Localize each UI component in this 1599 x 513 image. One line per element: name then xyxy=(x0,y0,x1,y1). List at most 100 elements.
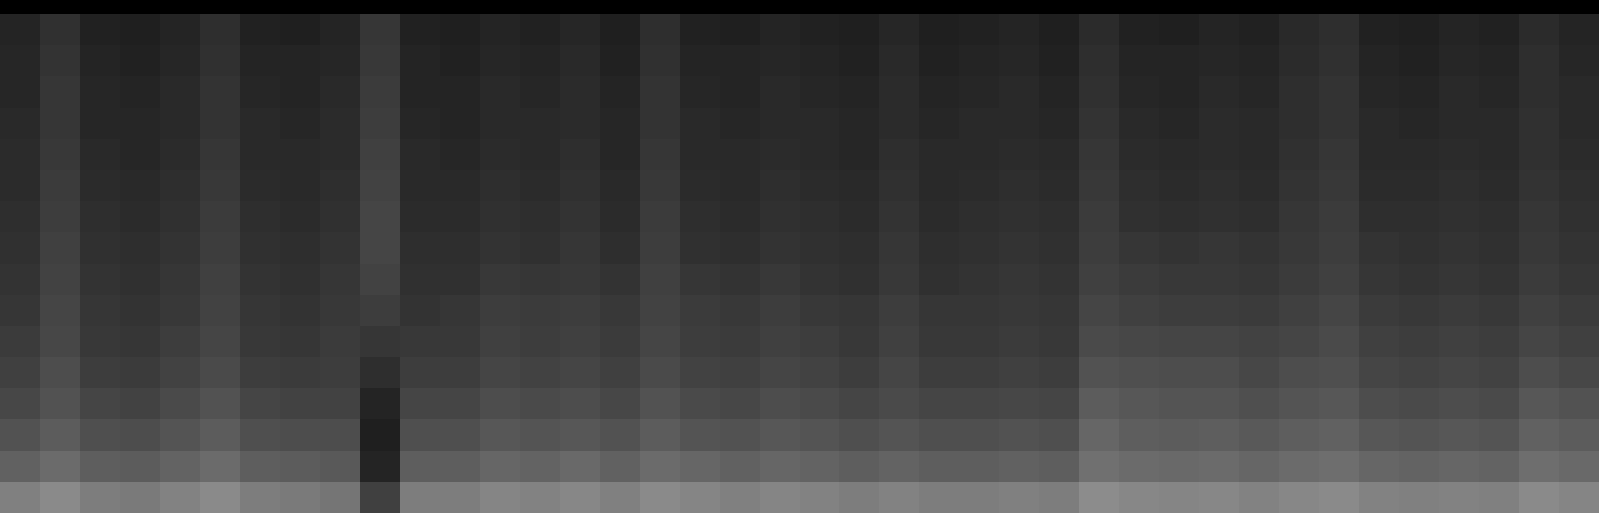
cell xyxy=(80,264,120,296)
cell xyxy=(200,295,240,327)
cell xyxy=(200,232,240,264)
cell xyxy=(1439,139,1479,171)
cell xyxy=(919,139,959,171)
cell xyxy=(999,76,1039,108)
cell xyxy=(1519,451,1559,483)
cell xyxy=(1359,419,1399,451)
cell xyxy=(1119,76,1159,108)
cell xyxy=(919,170,959,202)
cell xyxy=(160,201,200,233)
cell xyxy=(999,45,1039,77)
cell xyxy=(160,76,200,108)
cell xyxy=(1119,108,1159,140)
cell xyxy=(360,139,400,171)
cell xyxy=(360,76,400,108)
cell xyxy=(1039,76,1079,108)
cell xyxy=(1279,419,1319,451)
cell xyxy=(480,232,520,264)
cell xyxy=(919,201,959,233)
cell xyxy=(720,264,760,296)
cell xyxy=(480,76,520,108)
cell xyxy=(0,357,40,389)
cell xyxy=(760,170,800,202)
cell xyxy=(240,170,280,202)
cell xyxy=(280,76,320,108)
cell xyxy=(720,451,760,483)
cell xyxy=(1399,451,1439,483)
cell xyxy=(200,170,240,202)
cell xyxy=(1039,419,1079,451)
cell xyxy=(240,76,280,108)
cell xyxy=(1159,326,1199,358)
cell xyxy=(1079,170,1119,202)
cell xyxy=(520,201,560,233)
cell xyxy=(1519,14,1559,46)
cell xyxy=(1239,232,1279,264)
cell xyxy=(640,45,680,77)
cell xyxy=(1199,326,1239,358)
cell xyxy=(360,482,400,513)
cell xyxy=(560,201,600,233)
cell xyxy=(0,419,40,451)
cell xyxy=(1399,357,1439,389)
cell xyxy=(200,45,240,77)
cell xyxy=(440,139,480,171)
cell xyxy=(1479,419,1519,451)
cell xyxy=(560,170,600,202)
cell xyxy=(720,295,760,327)
cell xyxy=(720,139,760,171)
cell xyxy=(80,232,120,264)
cell xyxy=(680,451,720,483)
cell xyxy=(1239,357,1279,389)
cell xyxy=(800,326,840,358)
cell xyxy=(1079,139,1119,171)
cell xyxy=(760,264,800,296)
cell xyxy=(160,357,200,389)
cell xyxy=(640,388,680,420)
cell xyxy=(480,108,520,140)
cell xyxy=(80,139,120,171)
cell xyxy=(520,326,560,358)
cell xyxy=(200,14,240,46)
cell xyxy=(1159,201,1199,233)
cell xyxy=(280,388,320,420)
cell xyxy=(440,419,480,451)
cell xyxy=(1319,357,1359,389)
cell xyxy=(1359,170,1399,202)
cell xyxy=(640,170,680,202)
cell xyxy=(360,170,400,202)
cell xyxy=(1119,451,1159,483)
cell xyxy=(0,108,40,140)
cell xyxy=(360,45,400,77)
cell xyxy=(0,139,40,171)
cell xyxy=(120,170,160,202)
cell xyxy=(760,388,800,420)
background xyxy=(0,0,1599,513)
cell xyxy=(600,232,640,264)
cell xyxy=(839,170,879,202)
cell xyxy=(879,76,919,108)
cell xyxy=(1079,326,1119,358)
cell xyxy=(720,170,760,202)
cell xyxy=(1559,139,1599,171)
cell xyxy=(0,170,40,202)
cell xyxy=(1359,232,1399,264)
cell xyxy=(200,139,240,171)
cell xyxy=(1279,295,1319,327)
cell xyxy=(1319,451,1359,483)
cell xyxy=(600,388,640,420)
cell xyxy=(959,76,999,108)
cell xyxy=(120,388,160,420)
cell xyxy=(600,482,640,513)
cell xyxy=(1279,326,1319,358)
cell xyxy=(1239,295,1279,327)
cell xyxy=(1359,326,1399,358)
cell xyxy=(400,232,440,264)
cell xyxy=(520,295,560,327)
cell xyxy=(320,170,360,202)
cell xyxy=(839,108,879,140)
cell xyxy=(360,326,400,358)
cell xyxy=(1039,264,1079,296)
cell xyxy=(839,482,879,513)
cell xyxy=(80,419,120,451)
